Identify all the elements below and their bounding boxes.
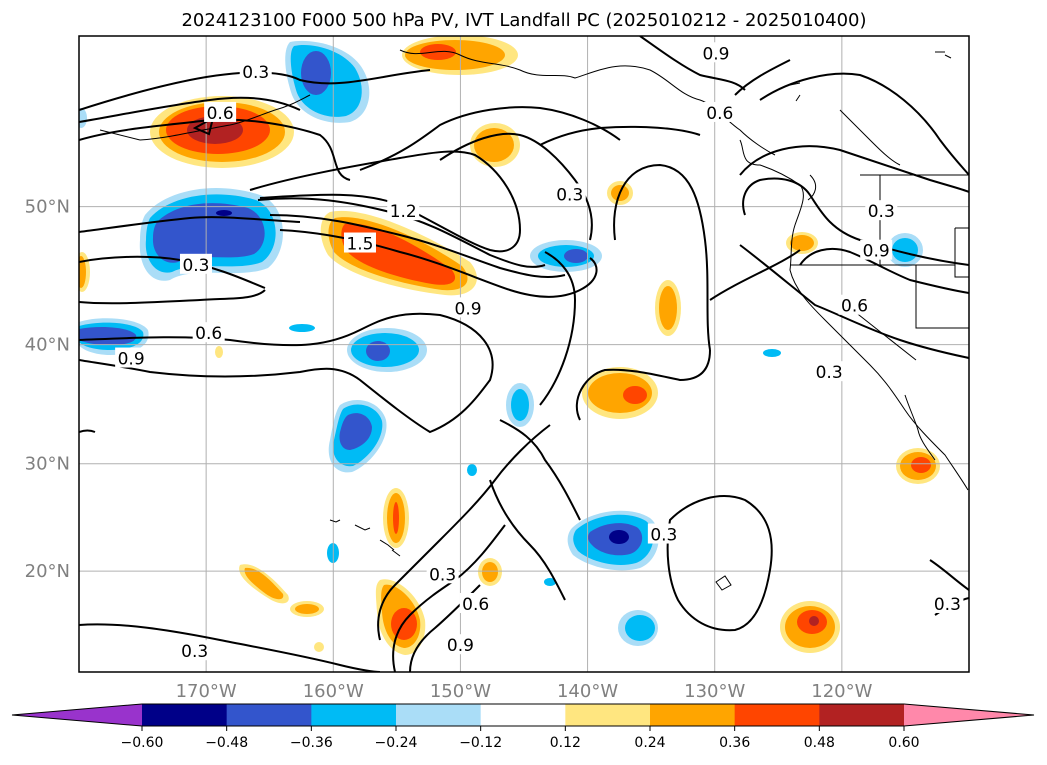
colorbar-tick-label: −0.24 xyxy=(375,735,418,751)
contour-label-bg xyxy=(553,183,586,204)
lat-tick-label: 20°N xyxy=(25,561,70,582)
contour-label-bg xyxy=(865,200,898,221)
figure-title: 2024123100 F000 500 hPa PV, IVT Landfall… xyxy=(181,10,866,31)
colorbar-swatch xyxy=(565,704,651,726)
contour-label-bg xyxy=(192,322,225,343)
colorbar: −0.60 −0.48 −0.36 −0.24 −0.12 0.12 0.24 0.36 0.4… xyxy=(11,703,1035,751)
colorbar-tick-label: −0.36 xyxy=(290,735,333,751)
contour-label-bg xyxy=(813,361,846,382)
colorbar-tick-label: 0.12 xyxy=(550,735,581,751)
contour-label-bg xyxy=(459,592,492,613)
contour-label-bg xyxy=(647,523,680,544)
contour-label: 0.3 xyxy=(242,63,269,83)
colorbar-swatch xyxy=(142,704,228,726)
contour-label-bg xyxy=(931,592,964,613)
colorbar-tick-label: 0.48 xyxy=(804,735,835,751)
colorbar-tick-label: −0.12 xyxy=(459,735,502,751)
colorbar-swatch xyxy=(819,704,905,726)
contour-label: 1.2 xyxy=(390,202,417,222)
contour-label-bg xyxy=(426,563,459,584)
positive-anomaly-aleutian xyxy=(150,96,294,168)
contour-label-bg xyxy=(860,239,893,260)
lat-tick-label: 40°N xyxy=(25,335,70,356)
contour-label: 1.5 xyxy=(346,235,373,255)
contour-label-bg xyxy=(838,294,871,315)
colorbar-tick-label: −0.48 xyxy=(205,735,248,751)
contour-label-bg xyxy=(452,297,485,318)
negative-anomaly-central xyxy=(289,240,781,586)
colorbar-swatch xyxy=(734,704,820,726)
contour-label: 0.3 xyxy=(868,202,895,222)
contour-label: 0.9 xyxy=(447,636,474,656)
contour-label: 0.9 xyxy=(863,242,890,262)
contour-label: 0.3 xyxy=(556,185,583,205)
colorbar-swatch xyxy=(311,704,397,726)
contour-label-bg xyxy=(239,60,272,81)
contour-label-bg xyxy=(699,42,732,63)
colorbar-swatches xyxy=(11,703,1035,727)
contour-label-bg xyxy=(178,640,211,661)
colorbar-swatch xyxy=(226,704,312,726)
contour-label: 0.6 xyxy=(207,104,234,124)
contour-label: 0.9 xyxy=(455,299,482,319)
contour-label: 0.3 xyxy=(182,256,209,276)
lon-tick-label: 140°W xyxy=(557,681,618,702)
colorbar-tick-label: 0.60 xyxy=(888,735,919,751)
contour-label-bg xyxy=(703,101,736,122)
negative-anomaly-bering xyxy=(285,40,370,123)
contour-label: 0.3 xyxy=(934,595,961,615)
contour-label: 0.3 xyxy=(429,565,456,585)
contour-label-bg xyxy=(387,200,420,221)
lon-tick-label: 160°W xyxy=(303,681,364,702)
contour-label: 0.3 xyxy=(181,642,208,662)
colorbar-tick-label: 0.24 xyxy=(634,735,665,751)
lon-tick-label: 130°W xyxy=(684,681,745,702)
negative-anomaly-subtropical xyxy=(567,233,923,646)
colorbar-tick-label: 0.36 xyxy=(719,735,750,751)
gridlines xyxy=(79,36,969,672)
contour-label: 0.6 xyxy=(195,324,222,344)
contour-label: 0.9 xyxy=(118,350,145,370)
axis-labels: 170°W 160°W 150°W 140°W 130°W 120°W 50°N 40°N 30… xyxy=(25,197,873,702)
colorbar-tick-label: −0.60 xyxy=(121,735,164,751)
contour-label: 0.3 xyxy=(650,526,677,546)
positive-anomaly-subtropics xyxy=(79,232,940,655)
contour-label: 0.6 xyxy=(841,297,868,317)
contour-label: 0.6 xyxy=(706,104,733,124)
lat-tick-label: 30°N xyxy=(25,454,70,475)
contour-label-bg xyxy=(115,347,148,368)
lon-tick-label: 120°W xyxy=(811,681,872,702)
contour-label: 0.9 xyxy=(702,44,729,64)
colorbar-ticks: −0.60 −0.48 −0.36 −0.24 −0.12 0.12 0.24 0.36 0.4… xyxy=(121,726,920,751)
contour-label-bg xyxy=(204,101,237,122)
contour-label: 0.6 xyxy=(462,595,489,615)
lon-tick-label: 170°W xyxy=(176,681,237,702)
contour-labels: 0.3 0.6 0.9 0.6 0.3 1.2 1.5 0.9 0.3 0.6 0.9 0.3 0.9 0… xyxy=(115,42,964,662)
contour-label-bg xyxy=(343,232,376,253)
colorbar-extend-high xyxy=(904,704,1034,726)
colorbar-swatch xyxy=(396,704,482,726)
colorbar-swatch xyxy=(650,704,736,726)
contour-label: 0.3 xyxy=(816,363,843,383)
lon-tick-label: 150°W xyxy=(430,681,491,702)
colorbar-extend-low xyxy=(12,704,142,726)
colorbar-swatch xyxy=(480,704,566,726)
lat-tick-label: 50°N xyxy=(25,197,70,218)
map-frame xyxy=(78,35,970,673)
contour-label-bg xyxy=(444,634,477,655)
map-panel: 0.3 0.6 0.9 0.6 0.3 1.2 1.5 0.9 0.3 0.6 0.9 0.3 0.9 0… xyxy=(79,36,969,672)
contour-label-bg xyxy=(179,253,212,274)
pv-contours xyxy=(79,36,969,672)
